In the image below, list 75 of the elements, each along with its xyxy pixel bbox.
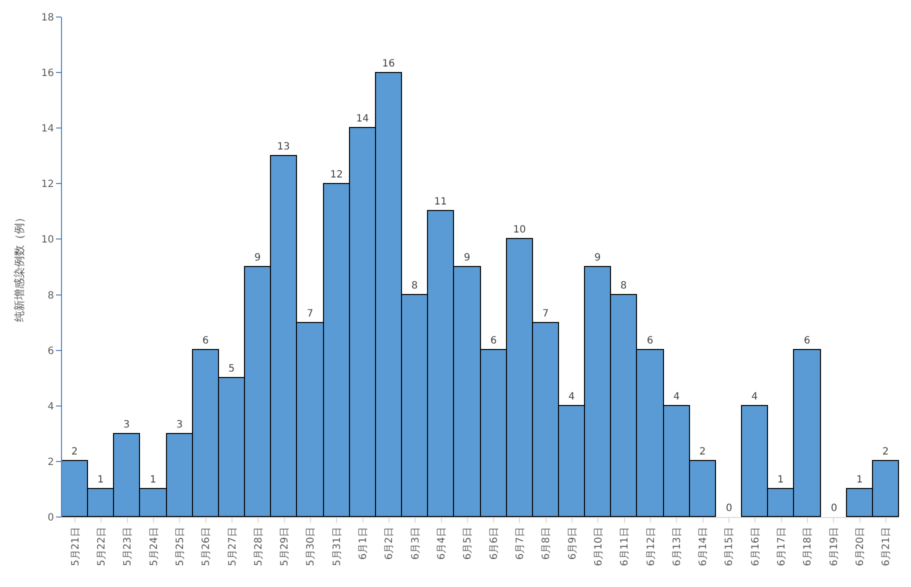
data-label: 1 [777, 474, 784, 486]
data-label: 14 [356, 114, 369, 124]
data-label: 0 [830, 503, 838, 514]
data-label: 16 [382, 58, 395, 70]
x-tick-label: 6月19日 [828, 527, 840, 566]
data-label: 0 [726, 503, 732, 514]
y-tick-label: 10 [41, 234, 54, 246]
x-tick-label: 6月17日 [776, 527, 788, 566]
x-tick-label: 6月10日 [593, 527, 604, 566]
x-tick-label: 5月25日 [174, 527, 186, 566]
data-label: 3 [176, 420, 183, 430]
x-tick-label: 5月30日 [306, 527, 317, 566]
data-label: 1 [97, 474, 104, 486]
x-tick-label: 5月26日 [201, 527, 212, 566]
data-label: 9 [464, 252, 470, 264]
x-tick-label: 6月5日 [462, 527, 474, 560]
x-tick-label: 6月16日 [750, 527, 762, 566]
y-tick-label: 6 [48, 346, 54, 357]
x-tick-label: 6月7日 [514, 527, 526, 560]
data-label: 8 [411, 280, 418, 292]
y-tick-label: 14 [41, 124, 54, 135]
x-tick-label: 6月21日 [881, 527, 892, 566]
data-label: 7 [542, 308, 549, 320]
data-label: 1 [150, 474, 156, 486]
data-label: 6 [202, 336, 209, 346]
data-label: 13 [277, 142, 290, 152]
x-tick-label: 5月22日 [96, 527, 108, 566]
x-tick-label: 6月2日 [384, 527, 396, 560]
data-label: 7 [306, 308, 314, 320]
data-label: 9 [594, 252, 601, 264]
x-tick-label: 6月12日 [646, 527, 657, 566]
data-label: 11 [434, 196, 447, 208]
data-label: 4 [568, 392, 575, 402]
x-tick-label: 5月29日 [280, 527, 291, 566]
y-tick-label: 2 [48, 456, 54, 468]
y-tick-label: 4 [48, 401, 54, 412]
x-tick-label: 6月1日 [358, 527, 370, 560]
data-label: 10 [513, 224, 526, 236]
data-label: 5 [228, 364, 235, 374]
data-label: 2 [882, 446, 889, 458]
x-tick-label: 6月11日 [620, 527, 631, 566]
y-tick-label: 0 [48, 512, 54, 524]
x-tick-label: 5月24日 [148, 527, 160, 566]
data-label: 4 [751, 392, 758, 402]
x-tick-label: 5月27日 [227, 527, 238, 566]
x-tick-label: 6月6日 [488, 527, 500, 560]
data-label: 3 [123, 420, 130, 430]
data-label: 8 [620, 280, 627, 292]
x-tick-label: 5月23日 [122, 527, 134, 566]
data-label: 6 [804, 336, 810, 346]
x-tick-label: 6月15日 [724, 527, 736, 566]
data-label: 6 [490, 336, 497, 346]
data-label: 9 [254, 252, 261, 264]
data-label: 4 [673, 392, 680, 402]
x-tick-label: 5月21日 [70, 527, 82, 566]
x-tick-label: 6月20日 [855, 527, 866, 566]
x-tick-label: 6月13日 [672, 527, 683, 566]
data-label: 2 [71, 446, 78, 458]
y-tick-label: 12 [41, 179, 54, 190]
x-tick-label: 6月8日 [541, 527, 552, 560]
y-tick-label: 18 [41, 12, 54, 24]
data-label: 1 [856, 474, 863, 486]
data-label: 6 [646, 336, 654, 346]
x-tick-label: 6月18日 [802, 527, 814, 566]
data-label: 12 [330, 170, 343, 180]
x-tick-label: 5月31日 [332, 527, 343, 566]
y-tick-label: 8 [48, 290, 54, 302]
y-tick-label: 16 [41, 68, 54, 80]
x-tick-label: 6月4日 [436, 527, 448, 560]
x-tick-label: 6月3日 [410, 527, 422, 560]
data-label: 2 [699, 446, 706, 458]
x-tick-label: 6月9日 [567, 527, 578, 560]
y-axis-title: 纯新增感染例数（例） [12, 212, 26, 322]
x-tick-label: 5月28日 [253, 527, 264, 566]
x-tick-label: 6月14日 [698, 527, 710, 566]
